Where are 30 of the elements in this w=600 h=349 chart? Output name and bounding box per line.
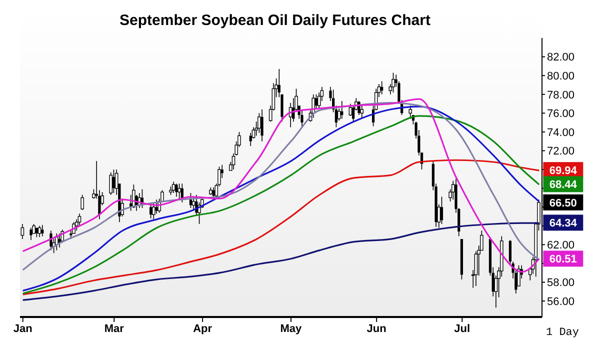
y-tick-label: 80.00 [547, 70, 575, 82]
x-tick-label: Mar [104, 322, 125, 335]
y-tick-label: 56.00 [547, 296, 575, 308]
x-tick-label: May [280, 322, 303, 335]
text: 1 Day [546, 327, 580, 339]
candlestick [474, 250, 478, 286]
y-tick-label: 76.00 [547, 108, 575, 120]
candlestick [260, 108, 264, 142]
y-tick-label: 74.00 [547, 126, 575, 139]
candlestick [500, 236, 504, 278]
x-tick-label: Jun [366, 322, 387, 335]
annotation: 66.50 [549, 197, 577, 210]
candlestick [360, 105, 364, 118]
y-tick-label: 58.00 [547, 277, 575, 290]
y-tick-label: 72.00 [547, 146, 575, 158]
x-tick-label: Jan [13, 322, 33, 335]
x-tick-label: Jul [454, 322, 470, 335]
candlestick [249, 132, 252, 146]
chart-title: September Soybean Oil Daily Futures Chart [118, 12, 432, 29]
annotation: 64.34 [549, 218, 578, 230]
annotation: 69.94 [549, 165, 578, 178]
y-tick-label: 82.00 [547, 52, 575, 64]
x-tick-label: Apr [193, 322, 213, 335]
candlestick [340, 100, 344, 120]
annotation: 68.44 [549, 179, 578, 192]
candlestick [172, 181, 176, 194]
y-tick-label: 62.00 [547, 240, 575, 252]
annotation: 60.51 [549, 254, 577, 266]
candlestick [175, 183, 178, 198]
y-tick-label: 78.00 [547, 89, 575, 102]
